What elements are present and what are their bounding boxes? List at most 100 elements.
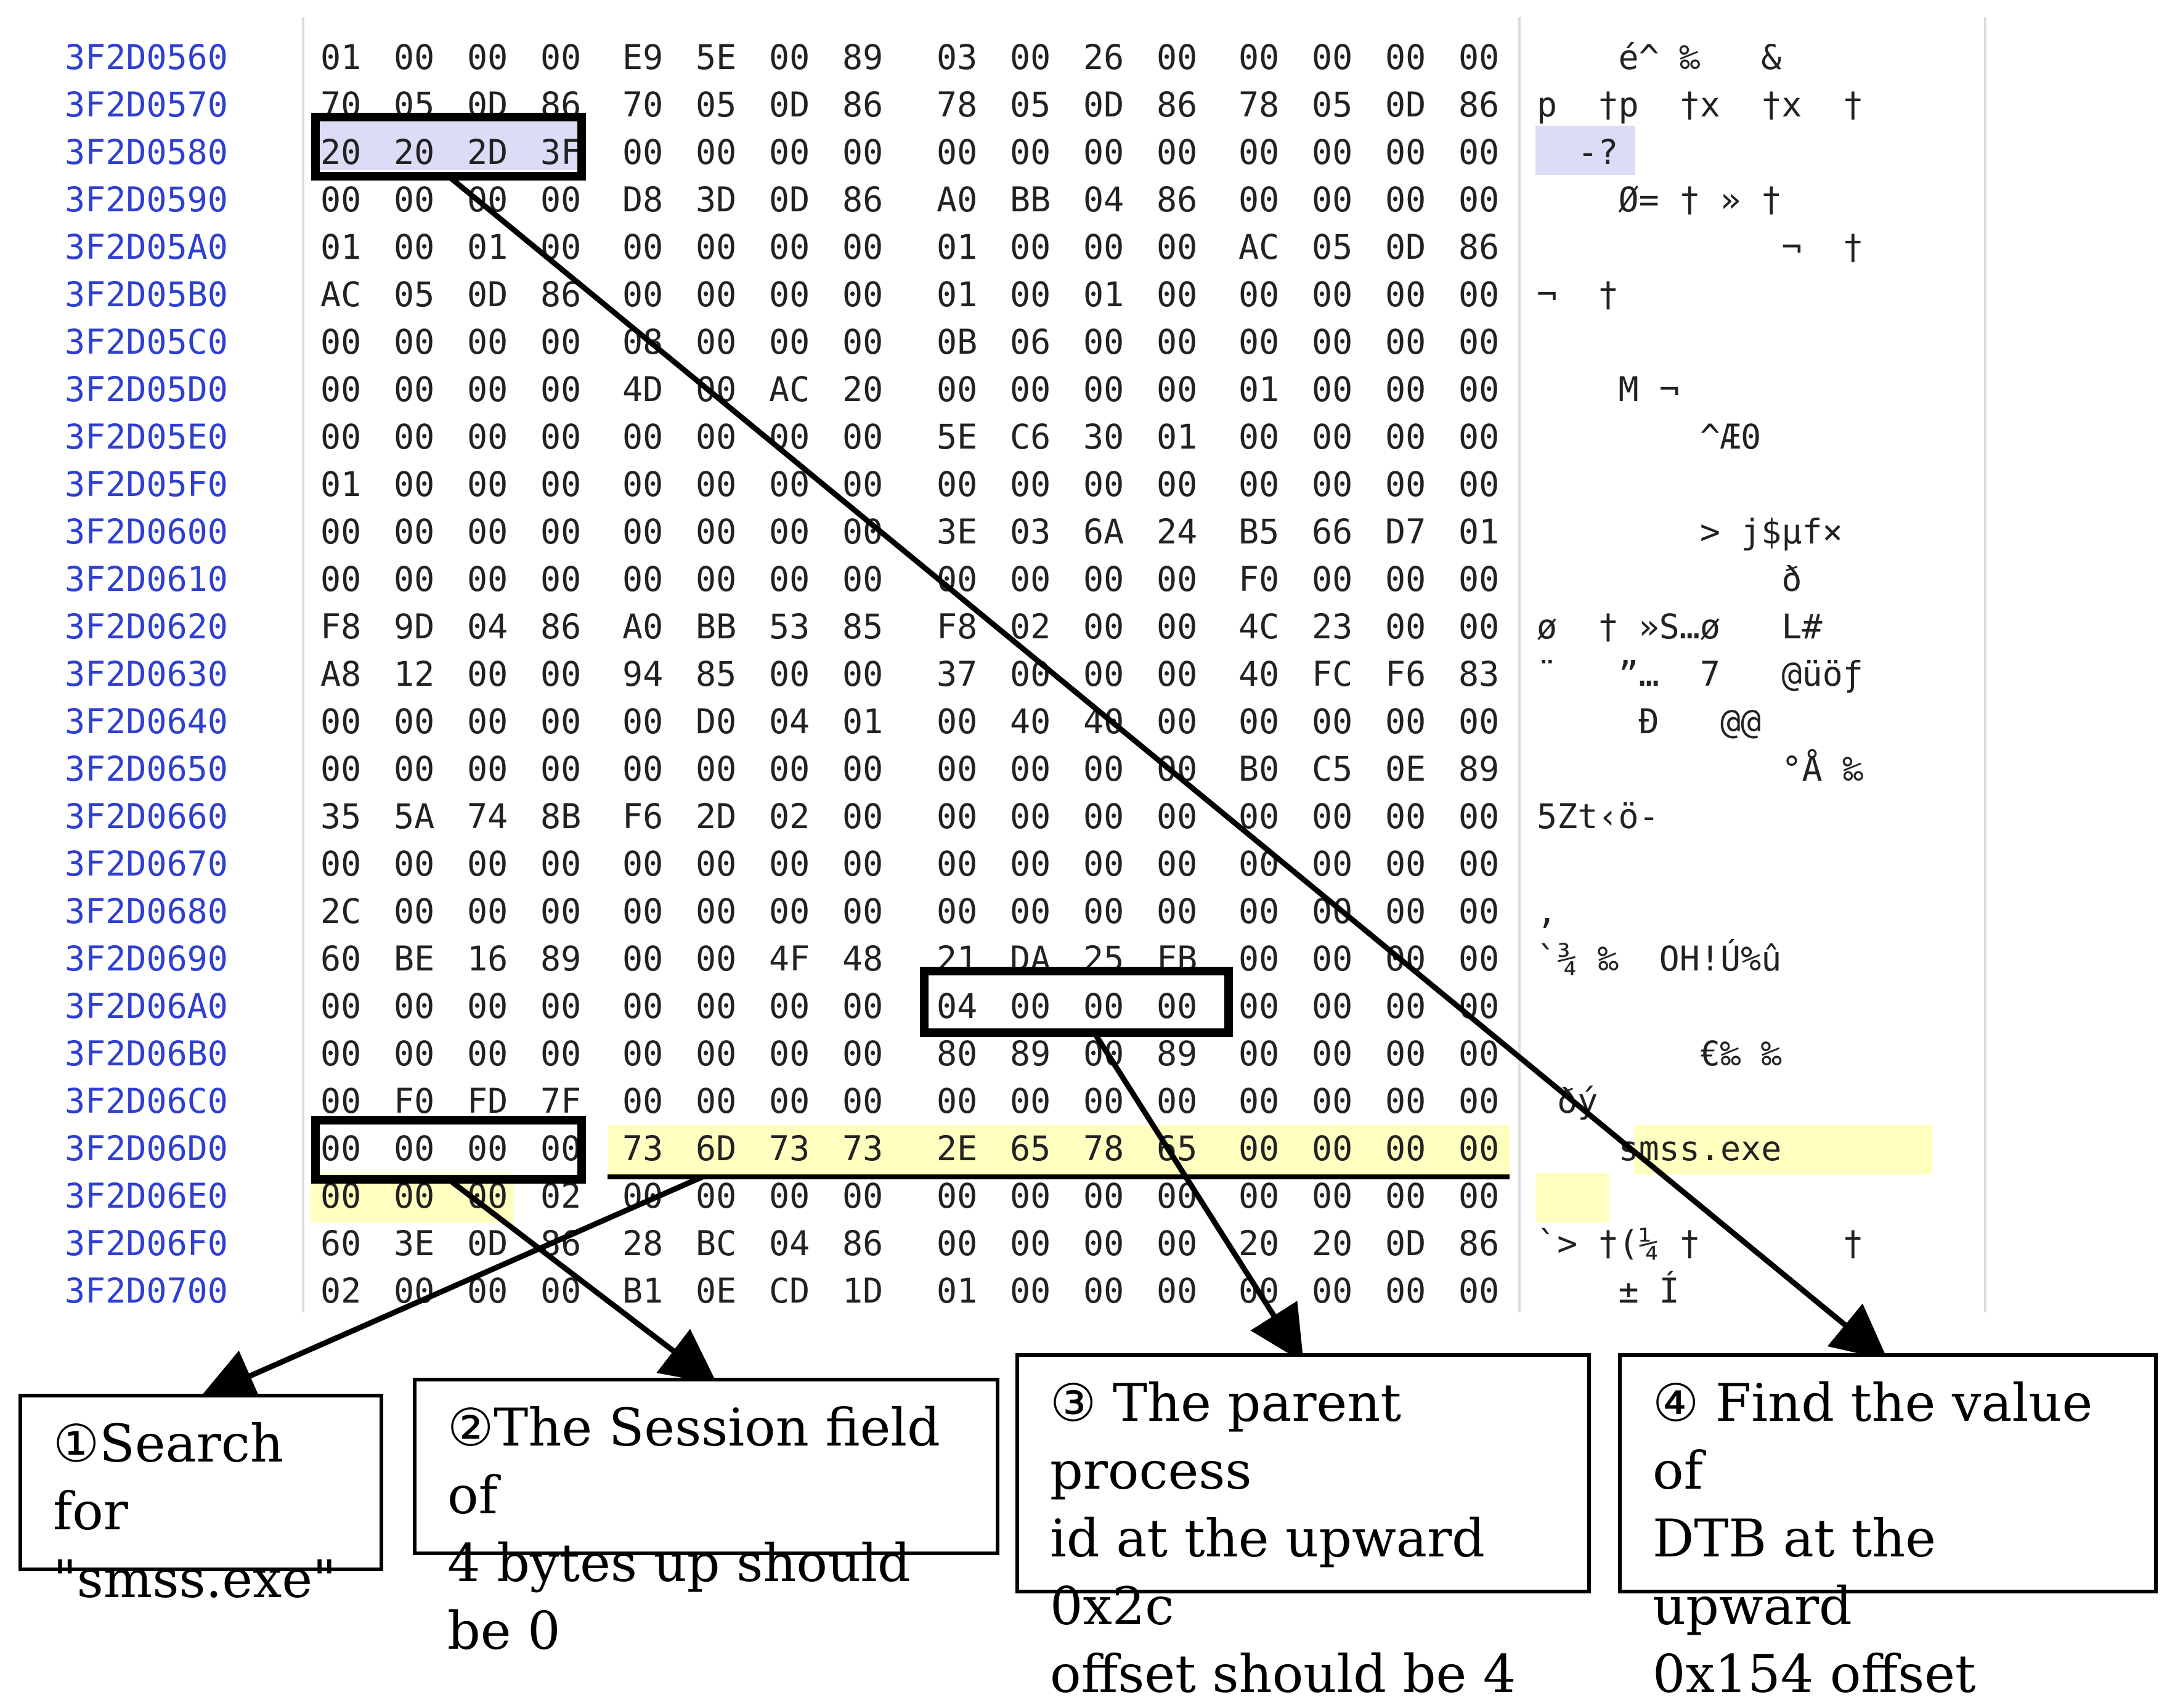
hex-byte: 00 — [842, 749, 883, 789]
hex-byte: 01 — [937, 275, 977, 314]
hex-byte: 00 — [320, 512, 361, 551]
hex-byte: 00 — [394, 370, 434, 409]
hex-byte: 2D — [467, 132, 508, 172]
hex-byte: 00 — [1157, 275, 1197, 314]
hex-byte: 00 — [1312, 702, 1352, 741]
hex-byte: 00 — [1312, 132, 1352, 172]
hex-byte: 00 — [696, 370, 736, 409]
hex-byte: 00 — [1385, 38, 1426, 77]
hex-byte: 01 — [1238, 370, 1279, 409]
row-ascii: > j$µf× — [1537, 512, 1863, 551]
hex-byte: 00 — [467, 370, 508, 409]
hex-byte: 00 — [1010, 797, 1051, 836]
hex-byte: 26 — [1083, 38, 1124, 77]
hex-byte: 8B — [540, 797, 581, 836]
hex-byte: 08 — [622, 322, 663, 362]
hex-byte: 28 — [622, 1224, 663, 1263]
hex-byte: 00 — [1083, 986, 1124, 1026]
hex-byte: 00 — [540, 844, 581, 884]
hex-byte: 04 — [769, 702, 810, 741]
hex-byte: 00 — [1312, 370, 1352, 409]
hex-byte: 37 — [937, 654, 977, 694]
hex-byte: AC — [1238, 227, 1279, 267]
row-address: 3F2D0580 — [65, 132, 228, 172]
hex-byte: 00 — [394, 38, 434, 77]
hex-byte: 00 — [467, 654, 508, 694]
hex-byte: 00 — [842, 227, 883, 267]
hex-byte: 01 — [1458, 512, 1499, 551]
hex-byte: CD — [769, 1271, 810, 1311]
hex-byte: 78 — [937, 85, 977, 124]
hex-byte: 00 — [540, 1129, 581, 1168]
hex-byte: 00 — [696, 939, 736, 978]
hex-byte: 00 — [937, 1081, 977, 1121]
arrow-search — [199, 1174, 704, 1402]
hex-byte: 00 — [1157, 654, 1197, 694]
callout-session: ②The Session field of 4 bytes up should … — [413, 1378, 999, 1661]
hex-byte: 05 — [1312, 227, 1352, 267]
row-address: 3F2D0640 — [65, 702, 228, 741]
hex-byte: 00 — [394, 559, 434, 599]
hex-byte: 00 — [769, 322, 810, 362]
hex-byte: 00 — [769, 512, 810, 551]
row-ascii — [1537, 322, 1863, 362]
hex-byte: 00 — [1312, 939, 1352, 978]
hex-byte: 74 — [467, 797, 508, 836]
hex-byte: 00 — [1312, 322, 1352, 362]
hex-byte: 00 — [320, 180, 361, 219]
hex-byte: 02 — [769, 797, 810, 836]
hex-byte: 00 — [769, 132, 810, 172]
row-address: 3F2D0660 — [65, 797, 228, 836]
hex-byte: 80 — [937, 1034, 977, 1073]
hex-byte: 00 — [320, 749, 361, 789]
hex-byte: 24 — [1157, 512, 1197, 551]
hex-byte: 00 — [540, 38, 581, 77]
hex-byte: 00 — [1385, 607, 1426, 646]
hex-byte: 05 — [1010, 85, 1051, 124]
hex-byte: 60 — [320, 1224, 361, 1263]
hex-byte: A8 — [320, 654, 361, 694]
hex-byte: 00 — [842, 1034, 883, 1073]
hex-byte: 00 — [622, 892, 663, 931]
hex-byte: 4C — [1238, 607, 1279, 646]
hex-byte: 12 — [394, 654, 434, 694]
hex-byte: 00 — [1385, 892, 1426, 931]
row-address: 3F2D06A0 — [65, 986, 228, 1026]
hex-byte: 16 — [467, 939, 508, 978]
hex-byte: D0 — [696, 702, 736, 741]
hex-byte: FC — [1312, 654, 1352, 694]
hex-byte: 86 — [1157, 180, 1197, 219]
hex-byte: 5A — [394, 797, 434, 836]
hex-byte: 0D — [467, 1224, 508, 1263]
hex-byte: 20 — [320, 132, 361, 172]
row-address: 3F2D0630 — [65, 654, 228, 694]
hex-byte: 00 — [1010, 1271, 1051, 1311]
hex-byte: BE — [394, 939, 434, 978]
smss-bytes-highlight — [608, 1125, 1510, 1174]
hex-byte: 00 — [1238, 1176, 1279, 1216]
hex-byte: 00 — [622, 1081, 663, 1121]
hex-byte: 00 — [1385, 1129, 1426, 1168]
hex-byte: 00 — [1458, 180, 1499, 219]
hex-byte: 00 — [467, 512, 508, 551]
row-address: 3F2D0560 — [65, 38, 228, 77]
hex-byte: 0D — [1083, 85, 1124, 124]
row-ascii: Ø= † » † — [1537, 180, 1863, 219]
row-ascii: `¾ ‰ OH!Ú%û — [1537, 939, 1863, 978]
row-ascii: °Å ‰ — [1537, 749, 1864, 789]
hex-byte: 00 — [320, 417, 361, 457]
hex-byte: 0D — [1385, 227, 1426, 267]
row-address: 3F2D0670 — [65, 844, 228, 884]
hex-byte: 48 — [842, 939, 883, 978]
hex-byte: 00 — [1312, 1176, 1352, 1216]
hex-byte: 00 — [842, 1081, 883, 1121]
hex-byte: 00 — [769, 275, 810, 314]
hex-byte: 83 — [1458, 654, 1499, 694]
hex-byte: 00 — [1083, 797, 1124, 836]
hex-byte: 00 — [1385, 1034, 1426, 1073]
row-address: 3F2D0690 — [65, 939, 228, 978]
hex-byte: 01 — [320, 465, 361, 504]
hex-byte: F0 — [394, 1081, 434, 1121]
callout-dtb: ④ Find the value of DTB at the upward 0x… — [1618, 1353, 2158, 1704]
hex-byte: 00 — [1458, 607, 1499, 646]
